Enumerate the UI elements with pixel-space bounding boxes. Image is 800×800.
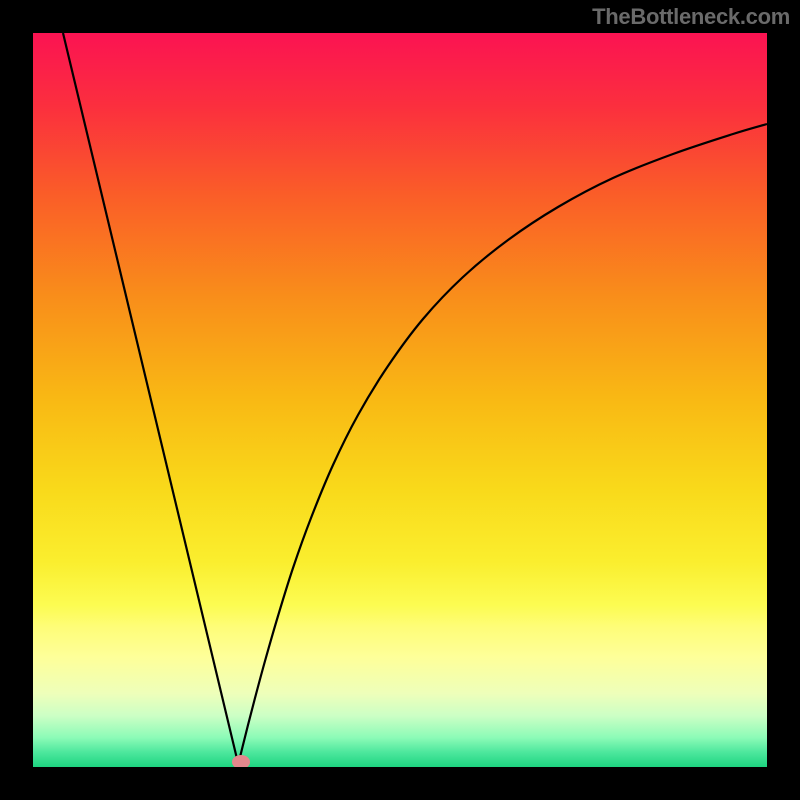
plot-area [33,33,767,767]
bottleneck-curve [33,33,767,767]
chart-container: TheBottleneck.com [0,0,800,800]
curve-left-branch [63,33,238,763]
curve-right-branch [238,124,767,763]
watermark-text: TheBottleneck.com [592,4,790,30]
valley-marker [232,755,250,767]
